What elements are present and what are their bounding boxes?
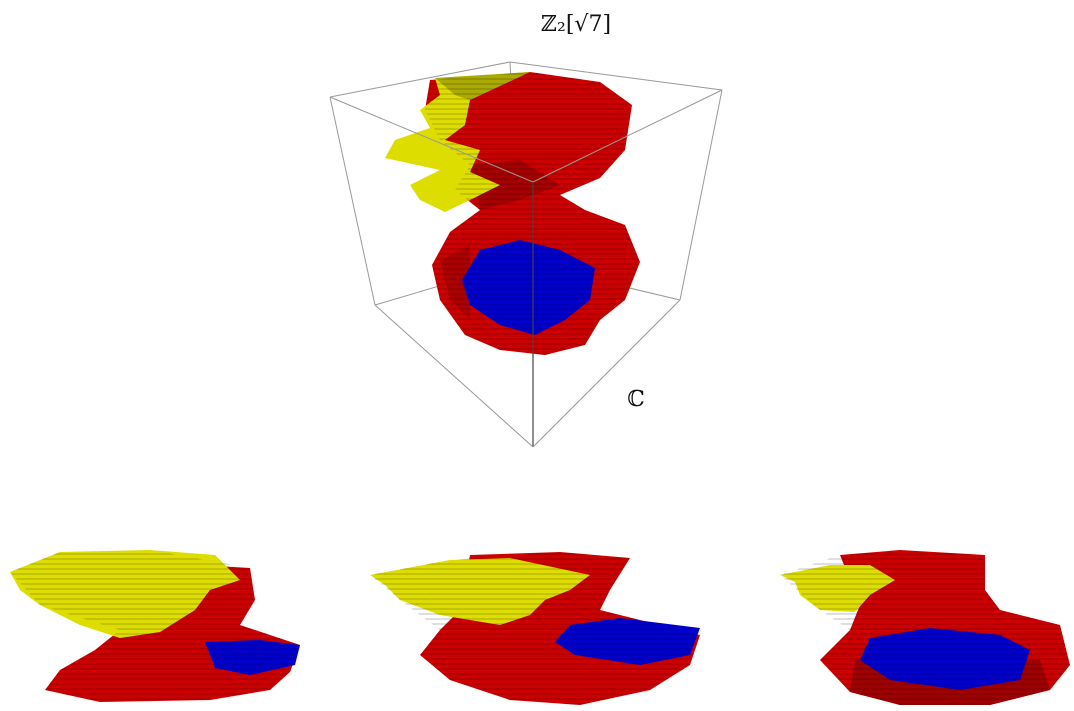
right-axis-label: ℂ	[627, 387, 645, 412]
main-shape	[385, 72, 640, 355]
view-left	[10, 550, 300, 702]
top-axis-label: ℤ₂[√7]	[541, 12, 611, 37]
view-right	[780, 550, 1070, 705]
figure: ℤ₂[√7] ℂ	[0, 0, 1074, 711]
view-middle	[370, 552, 700, 705]
